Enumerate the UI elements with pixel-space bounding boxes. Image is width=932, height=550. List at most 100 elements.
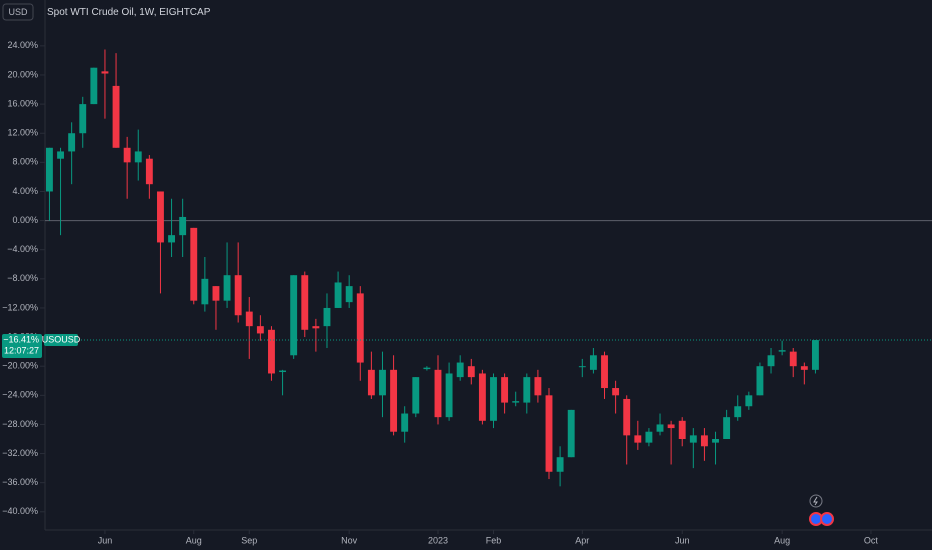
x-tick-label: Nov (341, 535, 358, 545)
last-price-badge (2, 334, 42, 359)
candle-body (57, 151, 64, 159)
candle-body (101, 71, 109, 74)
candle-body (212, 286, 220, 301)
y-tick-label: 0.00% (12, 215, 38, 225)
candle-body (190, 227, 198, 301)
candle-body (423, 367, 431, 370)
candle-body (290, 275, 298, 356)
candle-body (689, 435, 697, 443)
symbol-badge (44, 334, 78, 347)
x-tick-label: Aug (774, 535, 790, 545)
x-tick-label: Oct (864, 535, 879, 545)
candle-body (268, 329, 275, 374)
candle-body (789, 351, 797, 367)
candle-body (45, 147, 53, 192)
candle-body (545, 395, 553, 472)
x-tick-label: Jun (98, 535, 113, 545)
x-tick-label: Feb (486, 535, 502, 545)
event-icon[interactable] (813, 496, 818, 506)
candle-body (501, 377, 509, 403)
candle-body (456, 362, 464, 378)
y-tick-label: 24.00% (7, 40, 38, 50)
y-tick-label: 16.00% (7, 98, 38, 108)
candle-body (123, 147, 131, 163)
symbol-label: USOUSD (42, 334, 81, 344)
candle-body (723, 417, 731, 439)
candle-body (612, 388, 620, 396)
candle-body (145, 158, 153, 185)
candle-body (434, 369, 442, 418)
candle-body (523, 377, 531, 403)
candle-body (534, 377, 542, 396)
candle-body (179, 216, 187, 236)
candle-body (201, 278, 209, 305)
candle-body (223, 275, 231, 301)
candle-body (279, 370, 287, 373)
candle-body (712, 438, 719, 443)
candle-body (556, 457, 564, 472)
candle-body (656, 424, 664, 432)
x-tick-label: 2023 (428, 535, 448, 545)
chart-title: Spot WTI Crude Oil, 1W, EIGHTCAP (47, 7, 211, 18)
candle-body (345, 286, 353, 303)
x-tick-label: Apr (575, 535, 589, 545)
candle-body (767, 355, 775, 367)
candle-body (168, 235, 175, 243)
candle-body (678, 420, 686, 439)
y-tick-label: −32.00% (2, 448, 38, 458)
candle-body (811, 340, 819, 370)
candle-body (356, 293, 364, 363)
candle-body (734, 406, 742, 418)
candle-body (68, 133, 76, 152)
candle-body (634, 435, 642, 443)
candle-body (478, 373, 486, 421)
candle-body (334, 282, 342, 308)
y-tick-label: −40.00% (2, 506, 38, 516)
candle-body (256, 326, 264, 334)
y-tick-label: 8.00% (12, 157, 38, 167)
candle-body (245, 311, 253, 327)
y-tick-label: 4.00% (12, 186, 38, 196)
event-icon[interactable] (820, 512, 834, 526)
y-tick-label: −24.00% (2, 390, 38, 400)
candle-body (412, 377, 420, 414)
candle-body (700, 435, 708, 447)
candle-body (778, 350, 786, 352)
candle-body (467, 366, 475, 378)
countdown: 12:07:27 (4, 345, 39, 355)
candle-body (667, 424, 675, 429)
y-tick-label: −28.00% (2, 419, 38, 429)
x-tick-label: Aug (186, 535, 202, 545)
candle-body (589, 355, 597, 370)
candle-body (601, 355, 608, 389)
currency-box[interactable] (2, 3, 34, 21)
event-icons[interactable] (809, 494, 834, 526)
x-tick-label: Sep (241, 535, 257, 545)
candle-body (79, 104, 87, 134)
candle-body (490, 377, 497, 421)
candle-body (645, 431, 653, 443)
y-tick-label: −8.00% (7, 273, 38, 283)
event-icon[interactable] (809, 494, 823, 508)
candle-body (367, 369, 375, 396)
y-tick-label: −12.00% (2, 302, 38, 312)
candle-body (301, 275, 309, 330)
candle-body (157, 191, 164, 243)
candle-body (567, 409, 575, 458)
candle-body (623, 398, 631, 436)
currency[interactable]: USD (8, 7, 28, 17)
candle-body (234, 275, 242, 316)
candle-body (379, 369, 386, 396)
candle-body (323, 307, 331, 327)
x-tick-label: Jun (675, 535, 690, 545)
last-price-label: −16.41% (3, 334, 39, 344)
candle-body (745, 395, 753, 407)
candle-body (134, 151, 142, 163)
candle-body (756, 366, 764, 396)
candle-body (512, 401, 520, 403)
candle-body (800, 366, 808, 370)
candle-body (312, 326, 320, 329)
candle-body (445, 373, 453, 418)
